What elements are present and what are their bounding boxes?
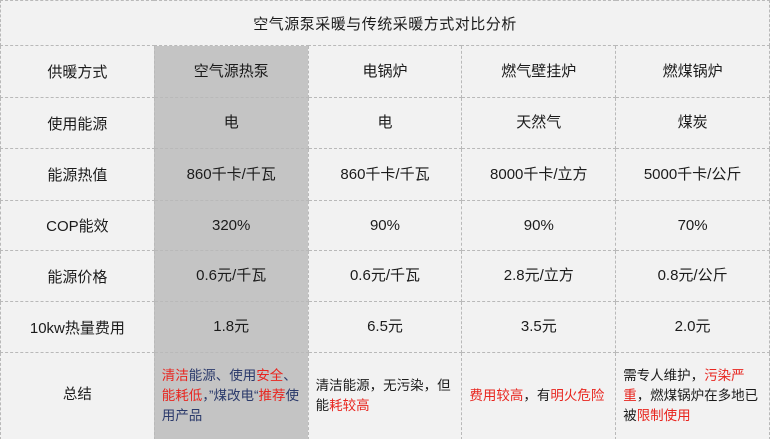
cell-text: 320% <box>212 216 251 234</box>
cell-text: 90% <box>523 216 554 234</box>
table-row: 能源价格 0.6元/千瓦 0.6元/千瓦 2.8元/立方 0.8元/公斤 <box>0 250 770 302</box>
cell-text: 2.0元 <box>674 318 711 336</box>
header-col-electric-boiler: 电锅炉 <box>307 45 463 98</box>
row-label-cop-efficiency: COP能效 <box>0 200 155 251</box>
cell-price-gas-wall-hung-boiler: 2.8元/立方 <box>461 250 617 302</box>
text-segment: 安全 <box>256 367 284 383</box>
cell-summary-gas-wall-hung-boiler: 费用较高，有明火危险 <box>461 352 617 439</box>
cell-summary-coal-boiler: 需专人维护，污染严重，燃煤锅炉在多地已被限制使用 <box>615 352 770 439</box>
cell-calorific-value-air-source-heat-pump: 860千卡/千瓦 <box>153 148 309 201</box>
cell-energy-source-gas-wall-hung-boiler: 天然气 <box>461 97 617 149</box>
cell-text: 0.6元/千瓦 <box>196 267 267 285</box>
header-col-gas-wall-hung-boiler: 燃气壁挂炉 <box>461 45 617 98</box>
cell-cop-air-source-heat-pump: 320% <box>153 200 309 251</box>
cell-price-electric-boiler: 0.6元/千瓦 <box>307 250 463 302</box>
text-segment: 使用产品 <box>161 387 300 424</box>
table-row: 10kw热量费用 1.8元 6.5元 3.5元 2.0元 <box>0 301 770 353</box>
cell-cop-coal-boiler: 70% <box>615 200 770 251</box>
text-segment: 能源、使用 <box>188 367 257 383</box>
cell-10kw-cost-electric-boiler: 6.5元 <box>307 301 463 353</box>
text-segment: 污染严重 <box>623 367 745 403</box>
cell-10kw-cost-coal-boiler: 2.0元 <box>615 301 770 353</box>
row-label-energy-source: 使用能源 <box>0 97 155 149</box>
header-col-gas-wall-hung-boiler-text: 燃气壁挂炉 <box>501 62 577 80</box>
table-header-row: 供暖方式 空气源热泵 电锅炉 燃气壁挂炉 燃煤锅炉 <box>0 45 770 98</box>
cell-summary-electric-boiler: 清洁能源，无污染，但能耗较高 <box>307 352 463 439</box>
text-segment: 费用较高 <box>469 387 524 403</box>
cell-text: 1.8元 <box>213 318 250 336</box>
table-row: 能源热值 860千卡/千瓦 860千卡/千瓦 8000千卡/立方 5000千卡/… <box>0 148 770 201</box>
text-segment: 清洁 <box>161 367 189 383</box>
cell-text: 90% <box>369 216 400 234</box>
row-label-energy-price: 能源价格 <box>0 250 155 302</box>
table-row: 使用能源 电 电 天然气 煤炭 <box>0 97 770 149</box>
text-segment: 能耗低 <box>161 387 203 403</box>
cell-calorific-value-gas-wall-hung-boiler: 8000千卡/立方 <box>461 148 617 201</box>
text-segment: ，”煤改电“ <box>202 387 259 403</box>
cell-text: 0.6元/千瓦 <box>349 267 420 285</box>
text-segment: 、 <box>283 367 297 383</box>
cell-text: 8000千卡/立方 <box>490 165 588 183</box>
table-title-row: 空气源泵采暖与传统采暖方式对比分析 <box>0 0 770 46</box>
cell-text: 860千卡/千瓦 <box>186 165 276 183</box>
cell-calorific-value-electric-boiler: 860千卡/千瓦 <box>307 148 463 201</box>
cell-text: 电 <box>377 114 393 132</box>
cell-summary-air-source-heat-pump: 清洁能源、使用安全、能耗低，”煤改电“推荐使用产品 <box>153 352 309 439</box>
cell-text: 860千卡/千瓦 <box>340 165 430 183</box>
cell-price-air-source-heat-pump: 0.6元/千瓦 <box>153 250 309 302</box>
row-label-calorific-value: 能源热值 <box>0 148 155 201</box>
header-col-air-source-heat-pump: 空气源热泵 <box>153 45 309 98</box>
cell-energy-source-electric-boiler: 电 <box>307 97 463 149</box>
cell-rich-text: 清洁能源、使用安全、能耗低，”煤改电“推荐使用产品 <box>162 368 299 424</box>
cell-rich-text: 费用较高，有明火危险 <box>469 388 604 403</box>
cell-10kw-cost-gas-wall-hung-boiler: 3.5元 <box>461 301 617 353</box>
text-segment: 明火危险 <box>550 387 605 403</box>
cell-text: 2.8元/立方 <box>503 267 574 285</box>
cell-text: 5000千卡/公斤 <box>643 165 742 183</box>
text-segment: 耗较高 <box>329 398 370 413</box>
cell-rich-text: 需专人维护，污染严重，燃煤锅炉在多地已被限制使用 <box>623 368 758 424</box>
cell-text: 0.8元/公斤 <box>657 267 728 285</box>
cell-text: 煤炭 <box>677 114 708 132</box>
cell-10kw-cost-air-source-heat-pump: 1.8元 <box>153 301 309 353</box>
cell-calorific-value-coal-boiler: 5000千卡/公斤 <box>615 148 770 201</box>
cell-price-coal-boiler: 0.8元/公斤 <box>615 250 770 302</box>
header-col-coal-boiler: 燃煤锅炉 <box>615 45 770 98</box>
text-segment: 推荐 <box>258 387 286 403</box>
page-title: 空气源泵采暖与传统采暖方式对比分析 <box>0 0 770 46</box>
text-segment: 限制使用 <box>636 408 691 424</box>
cell-energy-source-air-source-heat-pump: 电 <box>153 97 309 149</box>
text-segment: 清洁能源，无污染，但能 <box>315 377 451 413</box>
cell-text: 6.5元 <box>367 318 403 336</box>
cell-text: 70% <box>677 216 708 234</box>
header-col-electric-boiler-text: 电锅炉 <box>362 62 408 80</box>
table-summary-row: 总结 清洁能源、使用安全、能耗低，”煤改电“推荐使用产品 清洁能源，无污染，但能… <box>0 352 770 439</box>
cell-text: 电 <box>223 114 239 132</box>
cell-text: 天然气 <box>516 114 562 132</box>
header-label-heating-method: 供暖方式 <box>0 45 155 98</box>
cell-text: 3.5元 <box>520 318 557 336</box>
row-label-summary: 总结 <box>0 352 155 439</box>
table-row: COP能效 320% 90% 90% 70% <box>0 200 770 251</box>
cell-energy-source-coal-boiler: 煤炭 <box>615 97 770 149</box>
text-segment: 需专人维护， <box>623 367 705 383</box>
header-col-coal-boiler-text: 燃煤锅炉 <box>662 62 723 80</box>
cell-rich-text: 清洁能源，无污染，但能耗较高 <box>316 378 451 413</box>
header-col-air-source-heat-pump-text: 空气源热泵 <box>193 62 269 80</box>
row-label-10kw-heat-cost: 10kw热量费用 <box>0 301 155 353</box>
text-segment: ，有 <box>523 387 551 403</box>
cell-cop-gas-wall-hung-boiler: 90% <box>461 200 617 251</box>
cell-cop-electric-boiler: 90% <box>307 200 463 251</box>
text-segment: ，燃煤锅炉在多地已被 <box>623 387 759 424</box>
